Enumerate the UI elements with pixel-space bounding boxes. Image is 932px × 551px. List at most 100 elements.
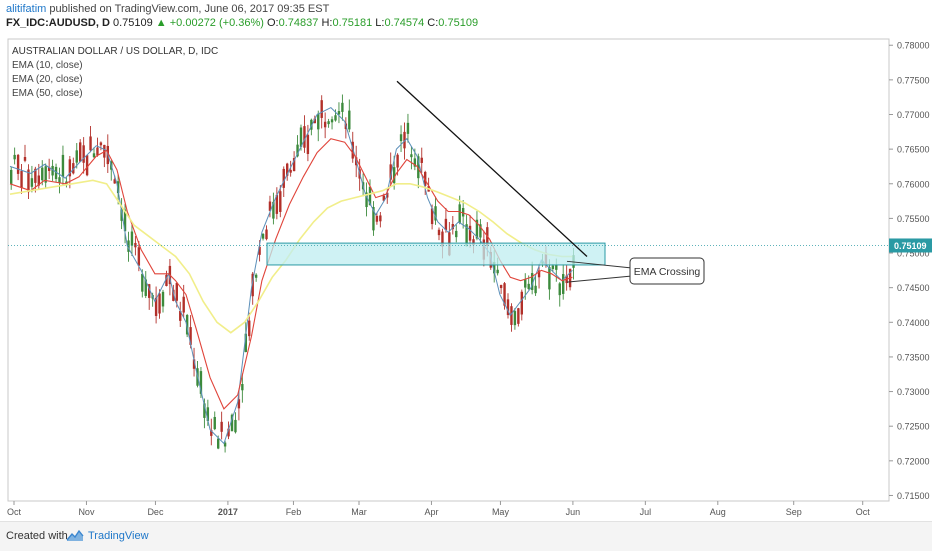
candle-body bbox=[85, 155, 89, 176]
candle-body bbox=[213, 416, 216, 430]
y-tick-label: 0.74000 bbox=[897, 318, 930, 328]
trendline[interactable] bbox=[396, 80, 588, 257]
candle-body bbox=[113, 179, 116, 184]
candle-body bbox=[241, 384, 244, 391]
symbol-label: FX_IDC:AUDUSD, D bbox=[6, 17, 110, 29]
candle-body bbox=[237, 399, 241, 409]
candle-body bbox=[99, 142, 103, 146]
candle-body bbox=[217, 438, 220, 449]
candle-body bbox=[506, 299, 510, 316]
candle-body bbox=[161, 291, 165, 307]
candle-body bbox=[379, 215, 382, 222]
candle-body bbox=[141, 273, 144, 292]
candle-body bbox=[175, 282, 178, 301]
resistance-zone[interactable] bbox=[266, 242, 606, 266]
candle-body bbox=[92, 153, 96, 158]
candle-body bbox=[179, 310, 182, 321]
candle-body bbox=[310, 119, 313, 130]
candle-body bbox=[472, 239, 475, 246]
candle-body bbox=[206, 407, 210, 422]
candle-body bbox=[27, 169, 30, 193]
candle-body bbox=[386, 192, 389, 198]
legend-ema20[interactable]: EMA (20, close) bbox=[12, 74, 83, 85]
candle-body bbox=[127, 240, 130, 252]
candle-body bbox=[555, 264, 558, 270]
candle-body bbox=[272, 201, 275, 219]
candle-body bbox=[37, 175, 40, 186]
candle-body bbox=[437, 229, 441, 236]
candle-body bbox=[465, 224, 468, 247]
candle-body bbox=[461, 208, 465, 217]
candle-body bbox=[165, 274, 168, 287]
candle-body bbox=[148, 284, 151, 298]
x-tick-label: Apr bbox=[424, 507, 438, 517]
candle-body bbox=[189, 327, 192, 345]
candle-body bbox=[313, 118, 316, 124]
candle-body bbox=[299, 127, 303, 147]
legend-ema50[interactable]: EMA (50, close) bbox=[12, 88, 83, 99]
candle-body bbox=[396, 154, 399, 168]
annotation-text: EMA Crossing bbox=[634, 266, 701, 278]
candle-body bbox=[54, 166, 58, 180]
x-tick-label: Oct bbox=[7, 507, 22, 517]
publish-line: alitifatim published on TradingView.com,… bbox=[6, 3, 329, 15]
candle-body bbox=[517, 308, 520, 324]
candle-body bbox=[68, 159, 72, 177]
candle-body bbox=[334, 115, 337, 121]
x-tick-label: May bbox=[492, 507, 510, 517]
candle-body bbox=[303, 126, 306, 148]
published-text: published on TradingView.com, June 06, 2… bbox=[49, 3, 330, 15]
candle-body bbox=[123, 209, 127, 232]
x-tick-label: Jul bbox=[640, 507, 652, 517]
y-tick-label: 0.72500 bbox=[897, 422, 930, 432]
candle-body bbox=[413, 158, 417, 167]
candle-body bbox=[475, 219, 479, 239]
candle-body bbox=[82, 145, 85, 163]
y-tick-label: 0.73500 bbox=[897, 352, 930, 362]
candle-body bbox=[451, 224, 454, 230]
y-tick-label: 0.74500 bbox=[897, 283, 930, 293]
tradingview-brand[interactable]: TradingView bbox=[88, 530, 149, 542]
author-name[interactable]: alitifatim bbox=[6, 3, 47, 15]
candle-body bbox=[410, 154, 413, 158]
candle-body bbox=[89, 136, 92, 151]
price-chart[interactable]: 0.78000 0.77500 0.77000 0.76500 0.76000 0.755… bbox=[0, 0, 932, 521]
candle-body bbox=[496, 269, 499, 274]
created-with-text: Created with bbox=[6, 530, 68, 542]
candle-body bbox=[61, 154, 65, 177]
candle-body bbox=[268, 201, 272, 211]
legend-ema10[interactable]: EMA (10, close) bbox=[12, 60, 83, 71]
tradingview-logo-icon[interactable] bbox=[66, 529, 84, 542]
candle-body bbox=[248, 320, 251, 337]
candle-body bbox=[182, 296, 185, 313]
candles bbox=[10, 94, 575, 453]
ema50-line[interactable] bbox=[9, 179, 573, 334]
candle-body bbox=[79, 142, 82, 162]
x-tick-label: Jun bbox=[566, 507, 581, 517]
y-tick-label: 0.71500 bbox=[897, 491, 930, 501]
y-tick-label: 0.75500 bbox=[897, 214, 930, 224]
candle-body bbox=[58, 177, 61, 183]
candle-body bbox=[323, 121, 327, 128]
candle-body bbox=[286, 163, 289, 176]
candle-body bbox=[537, 270, 541, 278]
y-tick-label: 0.75000 bbox=[897, 249, 930, 259]
candle-body bbox=[30, 178, 34, 187]
candle-body bbox=[275, 194, 279, 214]
candle-body bbox=[458, 204, 461, 223]
candle-body bbox=[520, 291, 523, 315]
candle-body bbox=[424, 171, 427, 186]
candle-body bbox=[399, 134, 403, 142]
ema-crossing-callout[interactable] bbox=[629, 257, 705, 285]
x-tick-label: 2017 bbox=[218, 507, 238, 517]
candle-body bbox=[289, 169, 292, 173]
candle-body bbox=[23, 156, 27, 161]
candle-body bbox=[455, 230, 458, 238]
candle-body bbox=[258, 246, 261, 255]
candle-body bbox=[441, 231, 444, 247]
candle-body bbox=[44, 166, 47, 183]
candle-body bbox=[420, 157, 423, 163]
plot-area[interactable] bbox=[7, 38, 890, 502]
candle-body bbox=[389, 164, 392, 180]
x-tick-label: Nov bbox=[78, 507, 95, 517]
